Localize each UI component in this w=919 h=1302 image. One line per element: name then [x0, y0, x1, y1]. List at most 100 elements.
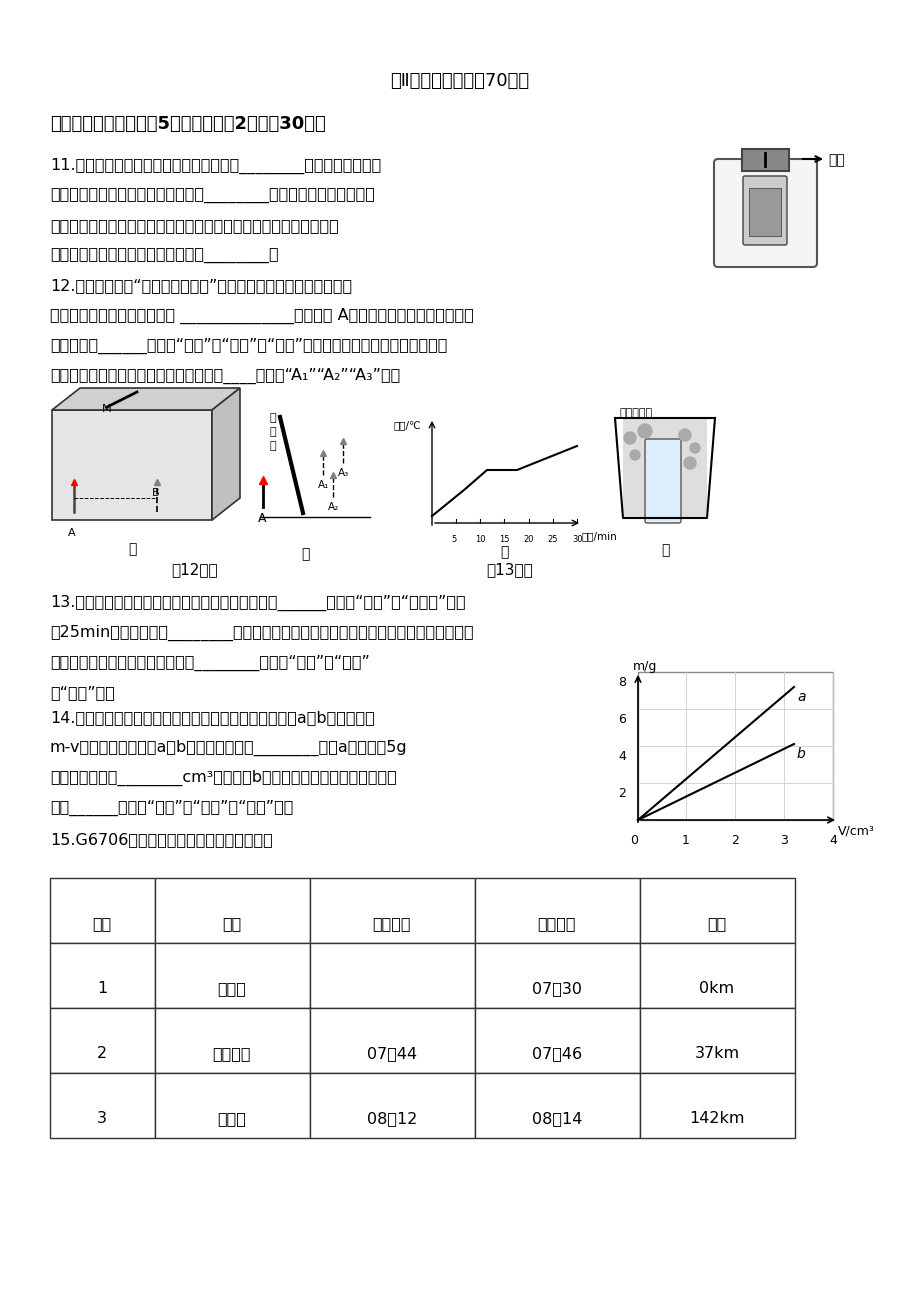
Text: 乙: 乙 [301, 547, 309, 561]
Text: 08：12: 08：12 [367, 1111, 416, 1126]
Bar [154, 878, 310, 943]
Text: 5: 5 [450, 535, 456, 544]
Text: 12.如图甲是探究“平面镜成像特点”的实验装置图。实验中，采用透: 12.如图甲是探究“平面镜成像特点”的实验装置图。实验中，采用透 [50, 279, 352, 293]
Text: 保定东: 保定东 [217, 1111, 246, 1126]
Text: 37km: 37km [694, 1046, 739, 1061]
Circle shape [637, 424, 652, 437]
Text: 而是如图所示倾斜，蜡烛的像对应图乙中____（选填“A₁”“A₂”“A₃”）。: 而是如图所示倾斜，蜡烛的像对应图乙中____（选填“A₁”“A₂”“A₃”）。 [50, 368, 400, 384]
Text: m-v图象，如图所示，a、b密度大小之比是________；当a的质量是5g: m-v图象，如图所示，a、b密度大小之比是________；当a的质量是5g [50, 740, 407, 756]
Circle shape [678, 428, 690, 441]
Text: 0km: 0km [698, 980, 733, 996]
Text: 07：30: 07：30 [531, 980, 582, 996]
FancyBboxPatch shape [743, 176, 786, 245]
Text: 像的大小将______（选填“变大”、“变小”或“不变”）；如果玻璃板没有与桌面垂直，: 像的大小将______（选填“变大”、“变小”或“不变”）；如果玻璃板没有与桌面… [50, 339, 447, 354]
Text: 里程: 里程 [707, 917, 726, 931]
Text: 20: 20 [523, 535, 534, 544]
Polygon shape [211, 388, 240, 519]
Text: 07：46: 07：46 [531, 1046, 582, 1061]
Text: 到达时间: 到达时间 [372, 917, 411, 931]
Text: 3: 3 [96, 1111, 107, 1126]
Text: 卷Ⅱ（非选择题，共70分）: 卷Ⅱ（非选择题，共70分） [390, 72, 529, 90]
Bar [154, 1008, 310, 1073]
Text: 开车时间: 开车时间 [538, 917, 575, 931]
Circle shape [623, 432, 635, 444]
Text: （如图乙），则试管内冰的质量将________（选填“变大”、“变小”: （如图乙），则试管内冰的质量将________（选填“变大”、“变小” [50, 655, 369, 672]
Text: A₁: A₁ [318, 480, 329, 490]
Text: M: M [102, 404, 111, 414]
Text: 1: 1 [96, 980, 107, 996]
Bar [50, 943, 154, 1008]
Text: 25: 25 [547, 535, 558, 544]
Bar [474, 878, 640, 943]
Bar [310, 1008, 474, 1073]
Text: 正定机场: 正定机场 [212, 1046, 251, 1061]
Text: 甲: 甲 [128, 542, 136, 556]
Text: 站次: 站次 [92, 917, 111, 931]
Text: 15.G6706次高速列车运行时刻表如表所示。: 15.G6706次高速列车运行时刻表如表所示。 [50, 832, 272, 848]
Text: 二、填空题（本大题共5个小题，每癲2分，共30分）: 二、填空题（本大题共5个小题，每癲2分，共30分） [50, 115, 325, 133]
Text: A: A [257, 512, 267, 525]
Text: 0: 0 [630, 835, 637, 848]
Circle shape [683, 457, 696, 469]
FancyBboxPatch shape [742, 148, 789, 171]
Bar [640, 1073, 794, 1138]
Text: 30: 30 [572, 535, 582, 544]
Text: 如图所示的玻璃罩内，逐渐抽出玻璃罩内空气的过程中，会听到鈴声: 如图所示的玻璃罩内，逐渐抽出玻璃罩内空气的过程中，会听到鈴声 [50, 217, 338, 233]
Text: B: B [152, 488, 160, 497]
Text: 明薄玻璃板的目的是便于确定 ______________；将蜡烛 A远离玻璃板一段距离，蜡烛的: 明薄玻璃板的目的是便于确定 ______________；将蜡烛 A远离玻璃板一… [50, 309, 473, 324]
Bar [640, 1008, 794, 1073]
Text: 1: 1 [681, 835, 689, 848]
Text: 15: 15 [499, 535, 509, 544]
Text: 温度/℃: 温度/℃ [393, 421, 421, 430]
Text: 逐渐减弱，这表明，声音的传播需要________。: 逐渐减弱，这表明，声音的传播需要________。 [50, 247, 278, 263]
Bar [474, 943, 640, 1008]
Circle shape [630, 450, 640, 460]
Bar [310, 943, 474, 1008]
Bar [154, 943, 310, 1008]
Bar [622, 418, 706, 518]
Text: 10: 10 [475, 535, 485, 544]
Text: A₃: A₃ [337, 467, 349, 478]
Text: A₂: A₂ [328, 503, 339, 512]
Text: 08：14: 08：14 [531, 1111, 582, 1126]
Bar [474, 1073, 640, 1138]
Bar [640, 878, 794, 943]
Bar [50, 1073, 154, 1138]
Text: 甲: 甲 [499, 546, 507, 559]
Bar [52, 410, 211, 519]
Text: 4: 4 [618, 750, 625, 763]
Bar [154, 1073, 310, 1138]
Text: 或“不变”）。: 或“不变”）。 [50, 685, 115, 700]
Text: 14.小明在探究不同物质的质量与体积的关系时，绘制了a、b两种物质的: 14.小明在探究不同物质的质量与体积的关系时，绘制了a、b两种物质的 [50, 710, 374, 725]
Text: a: a [796, 690, 805, 704]
Text: 时间/min: 时间/min [582, 531, 617, 542]
FancyBboxPatch shape [644, 439, 680, 523]
Text: 时，它的体积是________cm³。如果把b物质砍去一部分，则剩下部分的: 时，它的体积是________cm³。如果把b物质砍去一部分，则剩下部分的 [50, 769, 396, 786]
Polygon shape [52, 388, 240, 410]
Text: 的特性的角度分析，这是减小声音的________。把正在响鈴的手机放在: 的特性的角度分析，这是减小声音的________。把正在响鈴的手机放在 [50, 187, 374, 203]
Text: 璃: 璃 [269, 427, 276, 437]
Text: 第12题图: 第12题图 [172, 562, 218, 577]
Text: 冰水混合物: 冰水混合物 [619, 408, 652, 418]
Circle shape [689, 443, 699, 453]
Text: 13.根据如图所示的某物质凝固图像，可知该物质为______（选填“晶体”或“非晶体”），: 13.根据如图所示的某物质凝固图像，可知该物质为______（选填“晶体”或“非… [50, 595, 465, 611]
Text: 2: 2 [618, 786, 625, 799]
Text: 4: 4 [828, 835, 836, 848]
Bar [310, 1073, 474, 1138]
Text: V/cm³: V/cm³ [837, 825, 874, 838]
Text: 11.夜深了，把电视的声音关小点，这是从________减小噪声，从声音: 11.夜深了，把电视的声音关小点，这是从________减小噪声，从声音 [50, 158, 380, 174]
Text: m/g: m/g [632, 660, 657, 673]
Text: 6: 6 [618, 713, 625, 727]
Text: 3: 3 [779, 835, 787, 848]
Text: 密度______（选填“变大”、“不变”或“变小”）。: 密度______（选填“变大”、“不变”或“变小”）。 [50, 799, 293, 816]
Text: A: A [68, 529, 75, 538]
Text: 抽气: 抽气 [827, 154, 844, 167]
Text: 站名: 站名 [222, 917, 242, 931]
Text: 2: 2 [731, 835, 738, 848]
Text: 板: 板 [269, 441, 276, 450]
Text: 第25min时该物质处于________态；若将装有冰水混合物的试管放入正在熳化的该物质中: 第25min时该物质处于________态；若将装有冰水混合物的试管放入正在熳化… [50, 625, 473, 641]
Text: 07：44: 07：44 [367, 1046, 416, 1061]
Text: 石家庄: 石家庄 [217, 980, 246, 996]
Text: 第13题图: 第13题图 [486, 562, 533, 577]
Bar [748, 187, 780, 236]
